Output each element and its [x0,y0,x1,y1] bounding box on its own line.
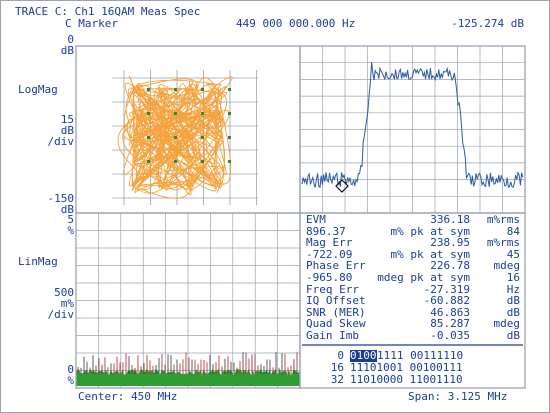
metric-unit: dB [506,329,520,342]
upper-top-value: 0 [67,33,74,46]
symbol-bits: 11101001 00100111 [350,361,463,374]
upper-scale-div: /div [47,135,75,148]
lower-format: LinMag [18,255,58,268]
metric-unit: 45 [506,247,520,261]
metric-unit: Hz [506,282,520,296]
metric-label: Phase Err [306,259,366,273]
symbol-index: 32 [330,373,344,386]
symbol-index: 16 [330,361,344,374]
metric-unit: m%rms [486,213,520,226]
metric-label: -965.80 [306,271,353,284]
upper-bottom-value: -150 [47,192,75,205]
metric-value: 46.863 [430,305,470,319]
metric-value: 238.95 [430,236,470,250]
summary-pane [299,212,526,389]
metric-value: 226.78 [430,259,470,273]
marker-icon [335,179,349,193]
marker-label: C Marker [65,17,118,30]
trace-title: TRACE C: Ch1 16QAM Meas Spec [15,5,201,18]
error-vs-time-trace [76,352,300,386]
lower-top-value: 5 [67,213,74,226]
lower-scale-div: /div [47,308,75,321]
metric-label: Mag Err [306,236,353,250]
marker-frequency: 449 000 000.000 Hz [236,17,356,30]
metric-unit: mdeg [493,317,521,331]
metric-label: IQ Offset [306,294,366,308]
symbol-bits: 11010000 11001110 [350,373,463,386]
metric-value: -0.035 [430,329,470,342]
symbol-index: 0 [337,349,344,362]
metric-label: Gain Imb [306,329,359,342]
metric-label: -722.09 [306,247,353,261]
metric-value: 85.287 [430,317,470,331]
symbol-bits: 1111 00111110 [377,349,464,362]
metric-unit: 16 [506,271,520,284]
metric-label: Freq Err [306,282,359,296]
marker-value: -125.274 dB [451,17,524,30]
lower-bottom-value: 0 [67,363,74,376]
symbol-highlight: 0100 [350,349,377,362]
upper-scale-value: 15 [60,113,74,126]
metric-label: SNR (MER) [306,305,366,319]
lower-scale-value: 500 [54,286,74,299]
metric-unit: m%rms [486,236,520,250]
constellation-points [147,88,231,163]
upper-scale-unit: dB [60,124,74,137]
spectrum-grid [300,46,525,213]
upper-top-unit: dB [60,44,74,57]
metric-unit: dB [506,305,520,319]
constellation-trajectory [117,75,233,199]
metric-value: mdeg pk at sym [377,271,470,284]
lower-scale-unit: m% [60,297,74,310]
metric-label: Quad Skew [306,317,366,331]
span: Span: 3.125 MHz [408,390,508,403]
metric-value: m% pk at sym [390,247,470,261]
upper-bottom-unit: dB [60,203,74,216]
error-grid [76,213,300,388]
metric-value: m% pk at sym [390,224,470,238]
upper-format: LogMag [18,83,58,96]
center-frequency: Center: 450 MHz [78,390,178,403]
metric-unit: dB [506,294,520,308]
lower-bottom-unit: % [67,374,74,387]
metric-label: EVM [306,213,326,226]
metric-label: 896.37 [306,224,346,238]
lower-top-unit: % [67,224,74,237]
metric-value: -60.882 [423,294,470,308]
metric-unit: 84 [506,224,520,238]
metric-unit: mdeg [493,259,521,273]
metric-value: 336.18 [430,213,470,226]
metric-value: -27.319 [423,282,470,296]
